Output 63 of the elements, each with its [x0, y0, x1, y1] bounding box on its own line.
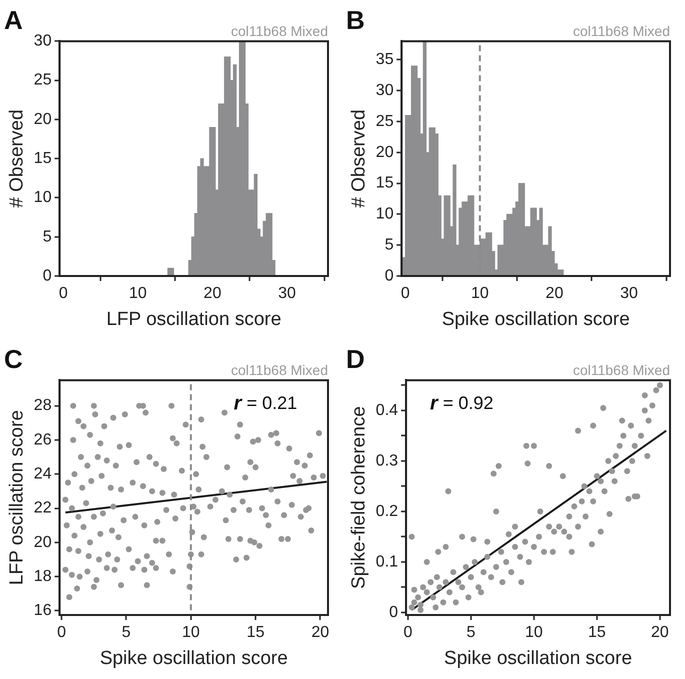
y-tick-label: 10 — [34, 189, 52, 206]
y-tick-label: 15 — [376, 174, 394, 192]
x-tick-label: 0 — [58, 285, 68, 302]
y-tick-label: 0 — [389, 604, 398, 621]
x-tick-label: 10 — [128, 285, 147, 302]
x-tick-label: 20 — [204, 285, 222, 302]
x-tick-label: 10 — [470, 285, 489, 302]
y-tick-label: 15 — [34, 150, 52, 168]
y-tick-label: 30 — [376, 82, 394, 100]
y-tick-label: 35 — [376, 51, 394, 68]
x-tick-label: 30 — [620, 285, 638, 302]
y-tick-label: 18 — [34, 568, 52, 585]
x-tick-label: 20 — [311, 624, 330, 642]
y-tick-label: 28 — [34, 397, 52, 414]
y-axis-title: # Observed — [348, 109, 370, 208]
y-tick-label: 0.1 — [376, 553, 398, 570]
y-tick-label: 0 — [42, 267, 52, 284]
x-tick-label: 0 — [400, 285, 410, 302]
x-tick-label: 30 — [278, 285, 296, 302]
x-tick-label: 20 — [651, 624, 669, 642]
x-tick-label: 10 — [182, 624, 200, 642]
chart-title: D — [346, 344, 365, 374]
text: col11b68 Mixed — [572, 23, 670, 40]
x-axis-title: Spike oscillation score — [444, 648, 632, 669]
y-tick-label: 16 — [34, 602, 52, 620]
x-tick-label: 0 — [57, 624, 66, 642]
y-tick-label: 0.3 — [376, 452, 398, 470]
y-tick-label: 5 — [384, 236, 394, 254]
y-tick-label: 22 — [34, 500, 52, 517]
x-tick-label: 5 — [466, 624, 476, 642]
y-axis-title: Spike-field coherence — [348, 406, 370, 589]
y-tick-label: 20 — [34, 534, 52, 551]
y-tick-label: 0.4 — [376, 402, 398, 419]
chart-title: C — [4, 344, 23, 374]
text: col11b68 Mixed — [230, 362, 328, 378]
y-axis-title: # Observed — [6, 109, 28, 208]
annotation: r = 0.92 — [430, 392, 494, 415]
y-tick-label: 5 — [42, 228, 52, 246]
x-tick-label: 20 — [546, 285, 564, 302]
y-tick-label: 0 — [384, 267, 394, 284]
annotation: r = 0.21 — [234, 392, 298, 415]
y-tick-label: 25 — [34, 72, 52, 89]
x-tick-label: 15 — [246, 624, 265, 642]
x-axis-title: Spike oscillation score — [442, 308, 630, 330]
y-tick-label: 25 — [376, 112, 394, 130]
text: col11b68 Mixed — [230, 23, 328, 40]
x-tick-label: 5 — [122, 624, 131, 642]
y-tick-label: 24 — [34, 466, 52, 483]
y-tick-label: 20 — [376, 144, 394, 161]
x-axis-title: LFP oscillation score — [106, 308, 282, 330]
x-tick-label: 15 — [588, 624, 606, 642]
y-tick-label: 0.2 — [376, 502, 398, 520]
y-axis-title: LFP oscillation score — [6, 410, 28, 586]
x-tick-label: 10 — [525, 624, 543, 642]
y-tick-label: 10 — [376, 206, 394, 223]
y-tick-label: 20 — [34, 110, 52, 128]
y-tick-label: 30 — [34, 32, 52, 50]
text: col11b68 Mixed — [572, 362, 670, 378]
y-tick-label: 26 — [34, 431, 52, 448]
chart-title: A — [4, 4, 23, 35]
x-tick-label: 0 — [403, 624, 412, 642]
x-axis-title: Spike oscillation score — [100, 648, 288, 669]
chart-title: B — [346, 4, 365, 35]
